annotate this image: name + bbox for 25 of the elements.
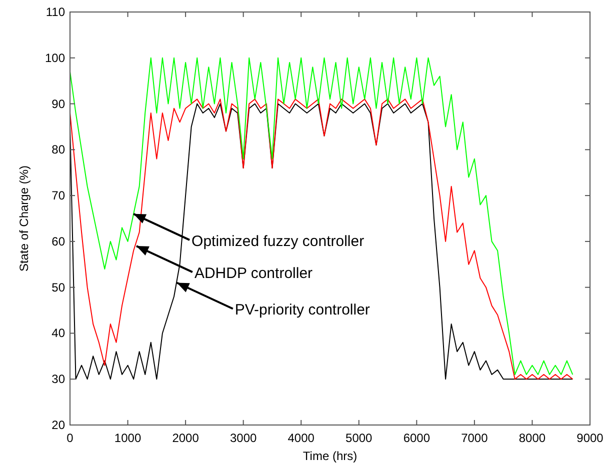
y-tick-label: 30 xyxy=(52,372,66,386)
y-tick-label: 50 xyxy=(52,280,66,294)
x-axis-title: Time (hrs) xyxy=(302,449,358,463)
x-tick-label: 2000 xyxy=(172,431,200,445)
annotation: Optimized fuzzy controller xyxy=(192,232,364,250)
x-tick-label: 9000 xyxy=(576,431,604,445)
y-tick-label: 110 xyxy=(46,5,66,19)
y-axis-title: State of Charge (%) xyxy=(17,165,31,272)
x-tick-label: 5000 xyxy=(346,431,373,445)
y-tick-label: 90 xyxy=(52,96,66,111)
y-tick-label: 100 xyxy=(44,50,66,65)
x-tick-label: 7000 xyxy=(461,431,488,445)
y-tick-label: 20 xyxy=(52,418,66,432)
x-tick-label: 8000 xyxy=(518,431,546,445)
annotation: PV-priority controller xyxy=(234,302,370,319)
x-tick-label: 0 xyxy=(66,431,74,445)
x-tick-label: 1000 xyxy=(114,431,142,445)
x-tick-label: 3000 xyxy=(230,431,258,445)
y-tick-label: 40 xyxy=(52,326,66,340)
y-tick-label: 60 xyxy=(52,234,66,248)
x-tick-label: 4000 xyxy=(288,431,315,445)
x-tick-label: 6000 xyxy=(403,431,430,445)
y-tick-label: 70 xyxy=(52,188,66,203)
annotation: ADHDP controller xyxy=(194,265,313,282)
y-tick-label: 80 xyxy=(52,142,66,157)
